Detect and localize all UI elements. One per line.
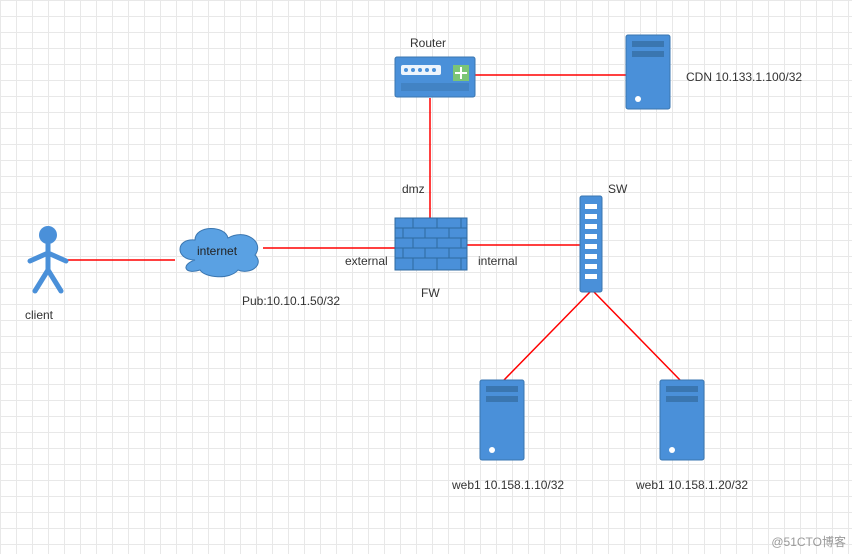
web1-label: web1 10.158.1.10/32	[452, 478, 564, 492]
watermark: @51CTO博客	[771, 533, 846, 550]
cdn-node	[626, 35, 670, 109]
firewall-node	[395, 218, 467, 270]
router-node	[395, 57, 475, 97]
edge-sw-web1	[504, 292, 590, 380]
sw-label: SW	[608, 182, 627, 196]
client-label: client	[25, 308, 53, 322]
internal-label: internal	[478, 254, 517, 268]
external-label: external	[345, 254, 388, 268]
web1-node	[480, 380, 524, 460]
web2-label: web1 10.158.1.20/32	[636, 478, 748, 492]
client-node	[30, 226, 66, 291]
pub-label: Pub:10.10.1.50/32	[242, 294, 340, 308]
edge-sw-web2	[594, 292, 680, 380]
switch-node	[580, 196, 602, 292]
router-label: Router	[410, 36, 446, 50]
fw-label: FW	[421, 286, 440, 300]
internet-label: internet	[197, 244, 237, 258]
dmz-label: dmz	[402, 182, 425, 196]
web2-node	[660, 380, 704, 460]
cdn-label: CDN 10.133.1.100/32	[686, 70, 802, 84]
